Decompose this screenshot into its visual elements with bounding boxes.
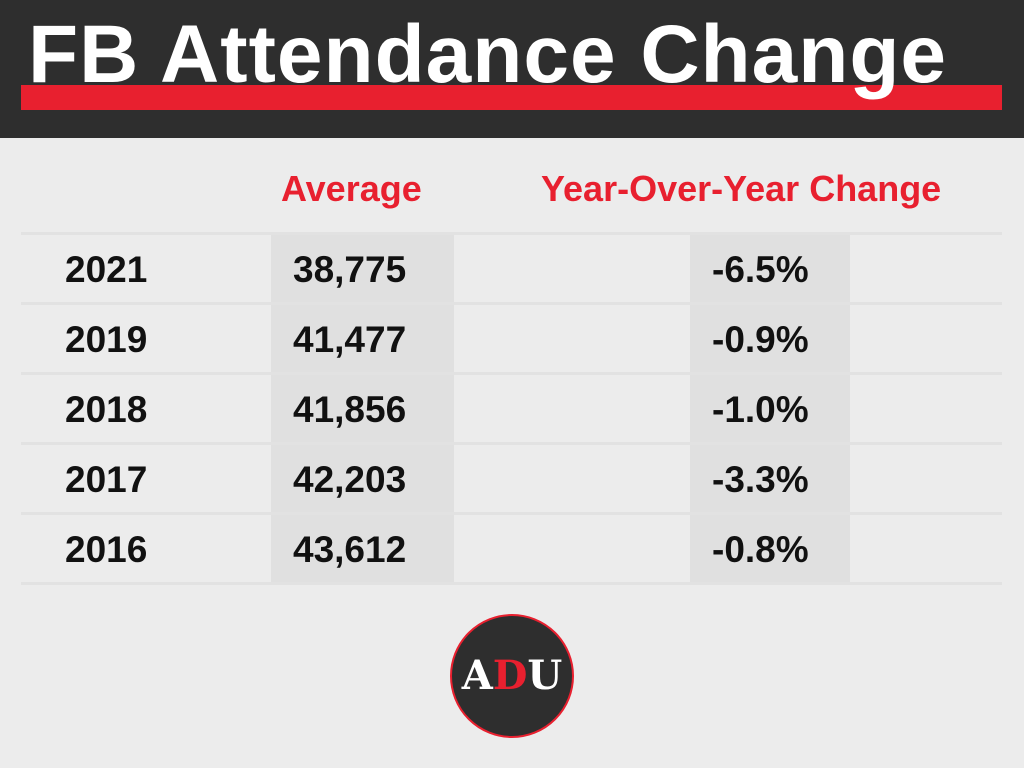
row-divider	[21, 372, 1002, 375]
column-header-average: Average	[281, 168, 422, 209]
row-year: 2021	[65, 249, 148, 290]
page-title: FB Attendance Change	[28, 9, 948, 100]
row-average: 43,612	[293, 529, 407, 570]
adu-logo: ADU	[450, 614, 574, 738]
row-year: 2018	[65, 389, 148, 430]
row-divider	[21, 442, 1002, 445]
row-divider	[21, 232, 1002, 235]
row-divider	[21, 302, 1002, 305]
row-yoy-change: -1.0%	[712, 389, 809, 430]
yoy-column-shade	[690, 233, 850, 583]
row-divider	[21, 512, 1002, 515]
row-yoy-change: -3.3%	[712, 459, 809, 500]
row-yoy-change: -0.8%	[712, 529, 809, 570]
row-year: 2016	[65, 529, 148, 570]
row-yoy-change: -0.9%	[712, 319, 809, 360]
row-average: 41,477	[293, 319, 407, 360]
row-yoy-change: -6.5%	[712, 249, 809, 290]
row-divider	[21, 582, 1002, 585]
header-banner: FB Attendance Change	[0, 0, 1024, 138]
column-header-yoy: Year-Over-Year Change	[541, 168, 942, 209]
title-underline	[21, 85, 1002, 110]
row-average: 41,856	[293, 389, 407, 430]
row-year: 2017	[65, 459, 148, 500]
row-average: 38,775	[293, 249, 407, 290]
row-average: 42,203	[293, 459, 407, 500]
average-column-shade	[271, 233, 454, 583]
row-year: 2019	[65, 319, 148, 360]
